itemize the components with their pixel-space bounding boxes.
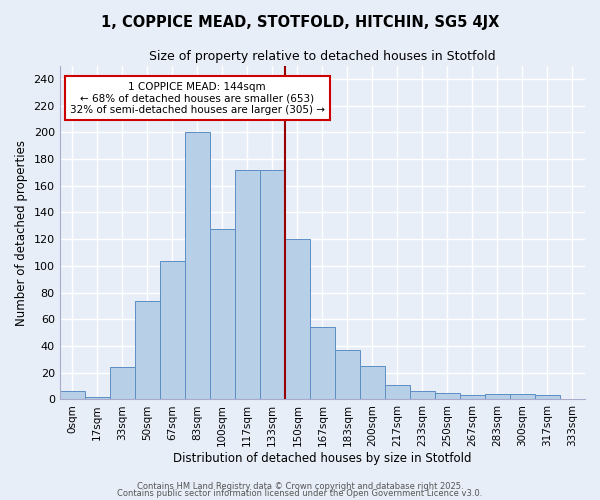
Bar bbox=[360, 366, 385, 400]
Bar bbox=[310, 328, 335, 400]
Bar bbox=[460, 396, 485, 400]
Text: Contains HM Land Registry data © Crown copyright and database right 2025.: Contains HM Land Registry data © Crown c… bbox=[137, 482, 463, 491]
Text: Contains public sector information licensed under the Open Government Licence v3: Contains public sector information licen… bbox=[118, 489, 482, 498]
Bar bbox=[160, 260, 185, 400]
Bar bbox=[210, 228, 235, 400]
Bar bbox=[335, 350, 360, 400]
Bar bbox=[535, 396, 560, 400]
Bar bbox=[235, 170, 260, 400]
Bar bbox=[485, 394, 510, 400]
Text: 1, COPPICE MEAD, STOTFOLD, HITCHIN, SG5 4JX: 1, COPPICE MEAD, STOTFOLD, HITCHIN, SG5 … bbox=[101, 15, 499, 30]
Title: Size of property relative to detached houses in Stotfold: Size of property relative to detached ho… bbox=[149, 50, 496, 63]
Text: 1 COPPICE MEAD: 144sqm
← 68% of detached houses are smaller (653)
32% of semi-de: 1 COPPICE MEAD: 144sqm ← 68% of detached… bbox=[70, 82, 325, 115]
Bar bbox=[85, 397, 110, 400]
Bar bbox=[435, 393, 460, 400]
Bar bbox=[260, 170, 285, 400]
Bar bbox=[110, 368, 135, 400]
Bar bbox=[410, 392, 435, 400]
Bar bbox=[385, 385, 410, 400]
Bar bbox=[135, 300, 160, 400]
Bar bbox=[185, 132, 210, 400]
Y-axis label: Number of detached properties: Number of detached properties bbox=[15, 140, 28, 326]
Bar bbox=[285, 239, 310, 400]
X-axis label: Distribution of detached houses by size in Stotfold: Distribution of detached houses by size … bbox=[173, 452, 472, 465]
Bar bbox=[59, 392, 85, 400]
Bar bbox=[510, 394, 535, 400]
